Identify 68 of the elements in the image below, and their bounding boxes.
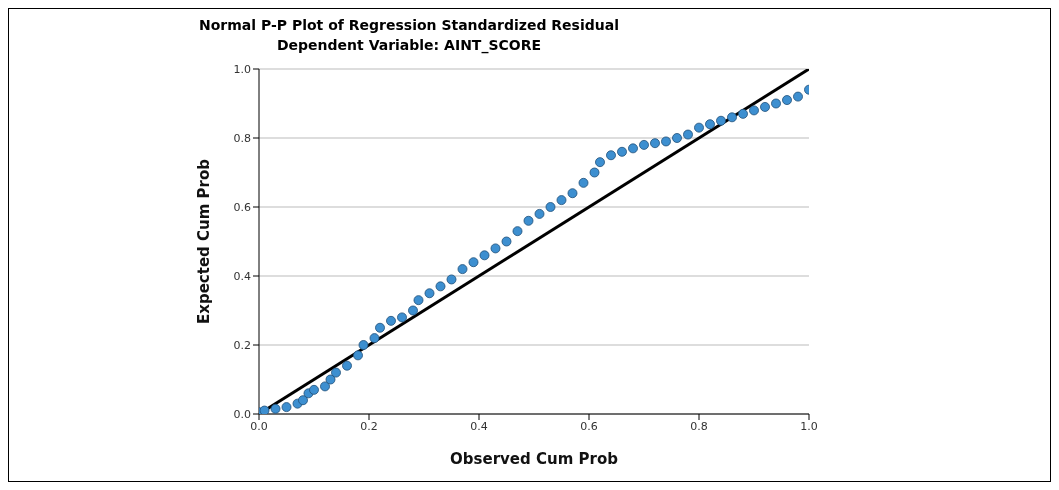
point (738, 108, 748, 119)
point (716, 115, 726, 126)
point (589, 167, 600, 178)
point (661, 136, 671, 147)
y-tick-label: 1.0 (233, 62, 251, 76)
point (446, 274, 457, 285)
point (397, 312, 407, 323)
point (270, 403, 281, 414)
point (408, 305, 418, 316)
point (369, 333, 380, 344)
point (771, 98, 781, 109)
y-axis-title: Expected Cum Prob (195, 158, 214, 324)
point (468, 257, 479, 268)
point (320, 381, 330, 392)
point (331, 367, 341, 378)
point (353, 350, 363, 361)
point (479, 250, 490, 261)
point (512, 226, 523, 237)
point (386, 315, 396, 326)
point (617, 146, 627, 157)
y-tick-label: 0.6 (233, 200, 251, 214)
point (639, 139, 649, 150)
y-tick-label: 0.0 (233, 407, 251, 421)
point (501, 236, 512, 247)
point (595, 157, 605, 168)
y-tick-label: 0.4 (233, 269, 251, 283)
y-tick-label: 0.8 (233, 131, 251, 145)
point (309, 384, 319, 395)
x-tick-label: 0.0 (250, 419, 268, 433)
x-tick-label: 0.4 (470, 419, 488, 433)
point (424, 288, 435, 299)
point (567, 188, 578, 199)
y-tick-label: 0.2 (233, 338, 251, 352)
point (650, 138, 660, 149)
point (358, 340, 369, 350)
point (683, 129, 693, 140)
point (259, 405, 270, 414)
point (606, 150, 616, 161)
point (325, 374, 336, 385)
point (793, 91, 803, 102)
point (545, 202, 556, 212)
point (578, 177, 589, 188)
point (628, 143, 638, 154)
x-tick-label: 1.0 (800, 419, 818, 433)
point (760, 102, 770, 112)
point (457, 264, 468, 275)
chart-title: Normal P-P Plot of Regression Standardized Residual (198, 16, 620, 35)
point (281, 402, 292, 413)
point (749, 105, 759, 116)
point (413, 295, 424, 306)
point (672, 133, 682, 143)
point (727, 112, 737, 123)
point (523, 215, 534, 226)
point (342, 360, 352, 371)
point (782, 95, 792, 105)
point (705, 119, 715, 130)
x-tick-label: 0.2 (360, 419, 378, 433)
point (375, 322, 385, 333)
point (490, 243, 501, 254)
point (556, 195, 567, 206)
point (534, 208, 545, 219)
point (435, 281, 446, 292)
chart-subtitle: Dependent Variable: AINT_SCORE (276, 36, 542, 55)
point (298, 395, 308, 406)
x-axis-title: Observed Cum Prob (450, 450, 619, 468)
point (694, 122, 704, 133)
x-tick-label: 0.6 (580, 419, 598, 433)
x-tick-label: 0.8 (690, 419, 708, 433)
